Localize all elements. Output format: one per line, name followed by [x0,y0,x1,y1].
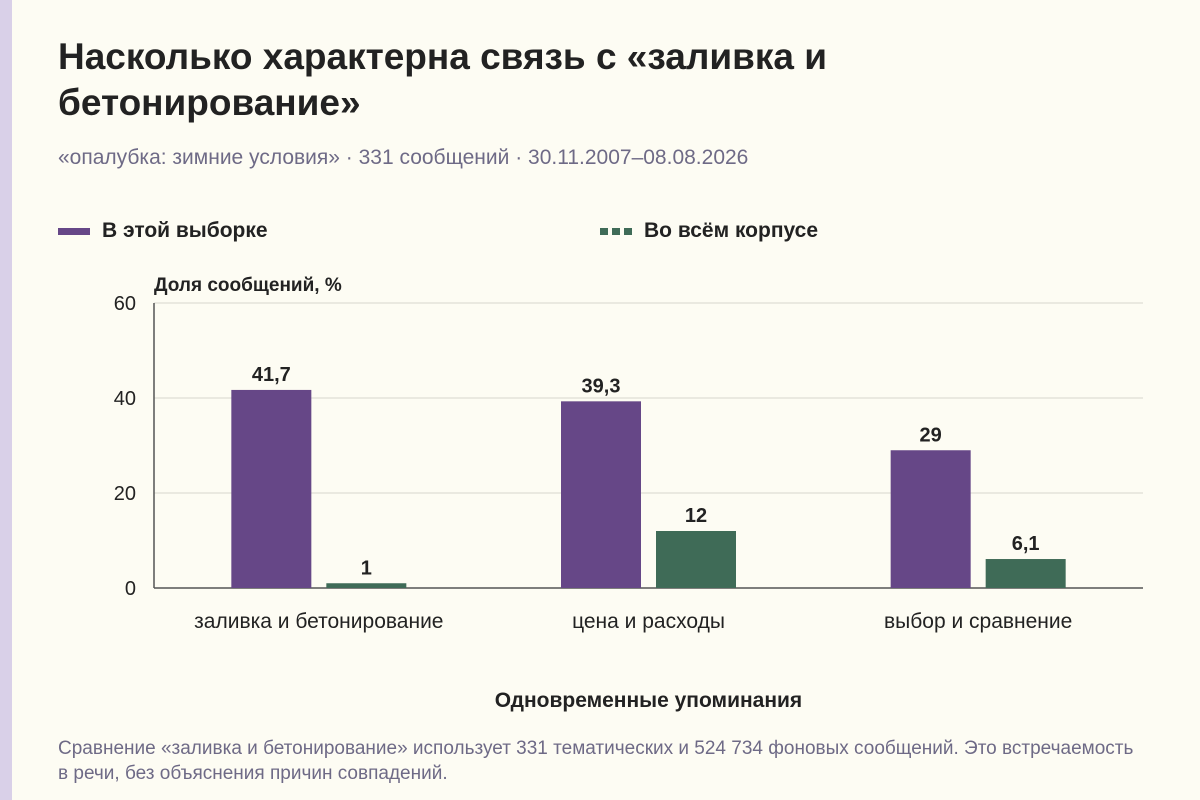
bar-sample [890,450,971,588]
data-label: 12 [685,505,707,527]
y-tick-label: 0 [125,578,136,600]
accent-bar [0,0,12,800]
y-axis-label: Доля сообщений, % [154,275,342,296]
data-label: 1 [361,557,372,579]
x-tick-label: выбор и сравнение [884,610,1072,633]
footnote: Сравнение «заливка и бетонирование» испо… [58,738,1134,784]
data-label: 6,1 [1012,533,1040,555]
legend-item-sample: В этой выборке [58,219,268,243]
y-tick-label: 60 [114,293,136,315]
data-label: 29 [920,424,942,446]
data-label: 39,3 [582,375,621,397]
bar-sample [561,401,641,588]
bar-sample [231,389,312,588]
legend-label-corpus: Во всём корпусе [644,219,819,242]
y-tick-label: 40 [114,388,136,410]
x-axis-label: Одновременные упоминания [495,689,802,712]
bar-corpus [656,531,736,588]
legend-item-corpus: Во всём корпусе [600,219,818,243]
legend-swatch-sample [58,227,90,235]
x-tick-label: цена и расходы [572,610,725,633]
bar-corpus [985,559,1066,588]
bar-corpus [326,583,407,588]
chart-subtitle: «опалубка: зимние условия» · 331 сообщен… [58,146,749,169]
chart-title: Насколько характерна связь с «заливка и … [58,36,827,123]
bar-chart: 0 20 40 60 Доля сообщений, % 41,7 1 заливка и б… [114,275,1143,712]
y-tick-label: 20 [114,483,136,505]
legend-swatch-corpus [600,227,632,235]
legend-label-sample: В этой выборке [102,219,268,242]
data-label: 41,7 [252,364,291,386]
x-tick-label: заливка и бетонирование [194,610,443,633]
